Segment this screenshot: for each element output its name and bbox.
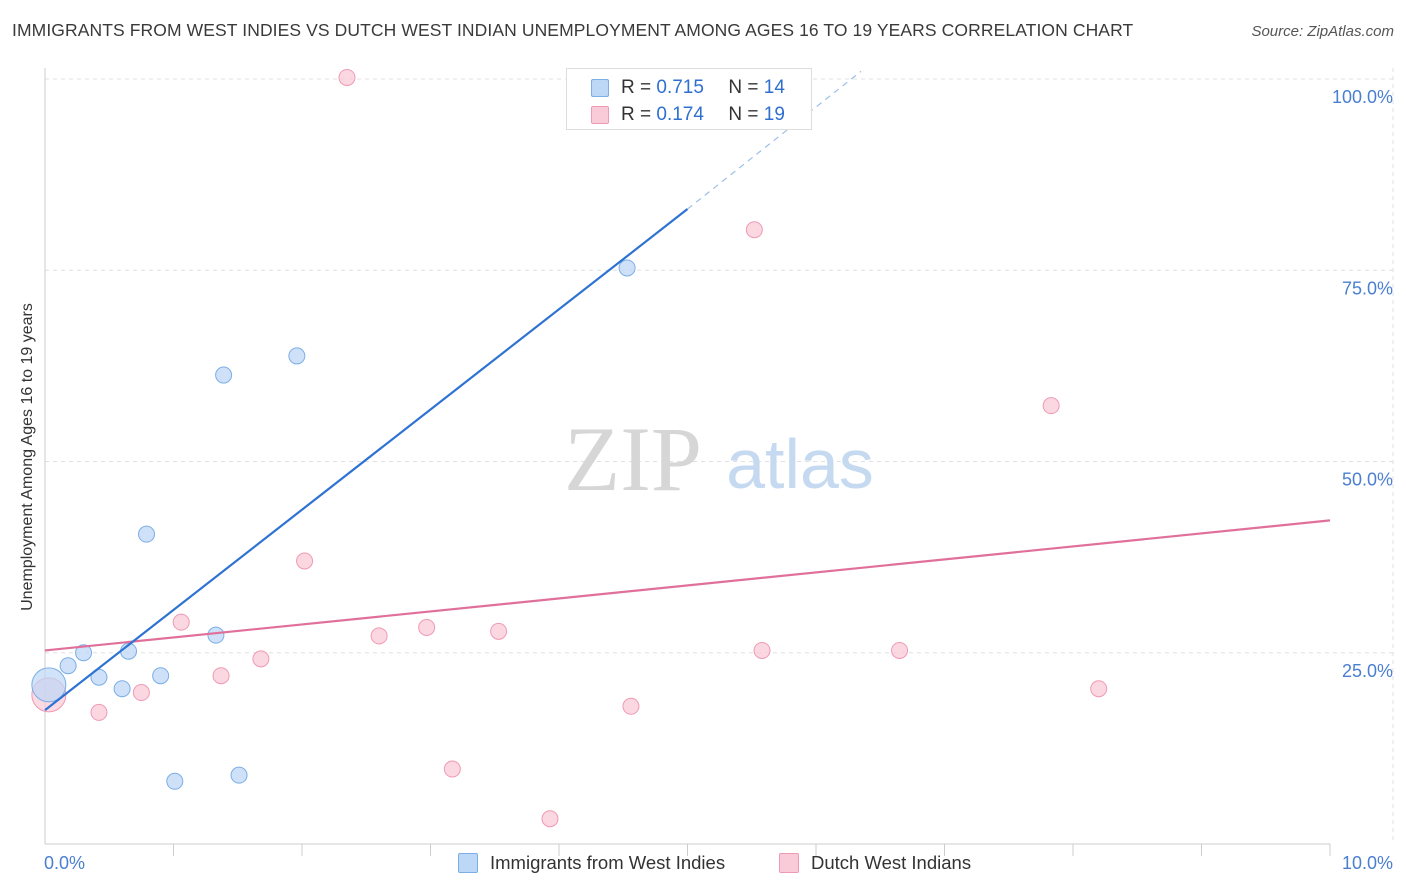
- watermark-atlas: atlas: [726, 425, 874, 503]
- immigrants-point: [138, 525, 156, 543]
- r-label: R =: [621, 77, 657, 98]
- gridlines: [45, 68, 1394, 844]
- immigrants-point: [207, 626, 225, 644]
- legend-label-dutch: Dutch West Indians: [811, 852, 972, 873]
- r-value: 0.715: [656, 77, 704, 98]
- dutch-point: [753, 641, 771, 659]
- n-value: 19: [763, 104, 785, 125]
- r-value: 0.174: [656, 104, 704, 125]
- dutch-point: [541, 810, 559, 828]
- n-label: N =: [728, 104, 764, 125]
- immigrants-trend-line: [44, 208, 689, 711]
- dutch-point: [745, 221, 763, 239]
- dutch-point: [1090, 680, 1108, 698]
- n-value: 14: [763, 77, 785, 98]
- series-legend: Immigrants from West Indies Dutch West I…: [0, 852, 1406, 876]
- pink-swatch-icon: [779, 853, 799, 873]
- watermark-zip: ZIP: [564, 408, 702, 510]
- dutch-point: [891, 641, 909, 659]
- immigrants-point: [230, 766, 248, 784]
- immigrants-point: [75, 644, 93, 662]
- dutch-point: [338, 68, 356, 86]
- dutch-point: [252, 650, 270, 668]
- y-tick-label: 25.0%: [1342, 661, 1393, 681]
- legend-item-dutch: Dutch West Indians: [779, 852, 971, 874]
- n-label: N =: [728, 77, 764, 98]
- blue-swatch-icon: [458, 853, 478, 873]
- y-tick-label: 75.0%: [1342, 278, 1393, 298]
- immigrants-point: [31, 667, 67, 703]
- immigrants-point: [215, 366, 233, 384]
- immigrants-point: [166, 772, 184, 790]
- immigrants-point: [288, 347, 306, 365]
- axes: [44, 68, 1331, 856]
- y-axis-label: Unemployment Among Ages 16 to 19 years: [19, 303, 36, 611]
- dutch-point: [296, 552, 314, 570]
- blue-swatch-icon: [591, 79, 609, 97]
- immigrants-point: [618, 259, 636, 277]
- x-tick-label: 0.0%: [44, 853, 85, 873]
- data-points: [31, 68, 1108, 828]
- x-tick-label: 10.0%: [1342, 853, 1393, 873]
- immigrants-point: [152, 667, 170, 685]
- dutch-point: [370, 627, 388, 645]
- dutch-point: [132, 684, 150, 702]
- dutch-trend-line: [44, 519, 1331, 652]
- correlation-legend: R = 0.715 N = 14 R = 0.174 N = 19: [566, 68, 812, 130]
- immigrants-trend-extension: [687, 70, 862, 210]
- legend-label-immigrants: Immigrants from West Indies: [490, 852, 726, 873]
- dutch-point: [443, 760, 461, 778]
- tick-labels: 25.0% 50.0% 75.0% 100.0% 0.0% 10.0%: [44, 87, 1393, 873]
- watermark: ZIP atlas: [564, 408, 874, 510]
- dutch-point: [212, 667, 230, 685]
- source-label: Source: ZipAtlas.com: [1251, 23, 1394, 40]
- trend-lines: [44, 70, 1331, 711]
- immigrants-point: [113, 680, 131, 698]
- r-label: R =: [621, 104, 657, 125]
- y-tick-label: 50.0%: [1342, 470, 1393, 490]
- dutch-point: [172, 613, 190, 631]
- legend-row-dutch: R = 0.174 N = 19: [591, 104, 785, 126]
- legend-row-immigrants: R = 0.715 N = 14: [591, 77, 785, 99]
- immigrants-point: [59, 657, 77, 675]
- pink-swatch-icon: [591, 106, 609, 124]
- y-tick-label: 100.0%: [1332, 87, 1393, 107]
- dutch-point: [90, 703, 108, 721]
- legend-item-immigrants: Immigrants from West Indies: [458, 852, 725, 874]
- dutch-point: [418, 619, 436, 637]
- chart-title: IMMIGRANTS FROM WEST INDIES VS DUTCH WES…: [12, 20, 1134, 40]
- dutch-point: [490, 622, 508, 640]
- dutch-point: [622, 697, 640, 715]
- dutch-point: [1042, 397, 1060, 415]
